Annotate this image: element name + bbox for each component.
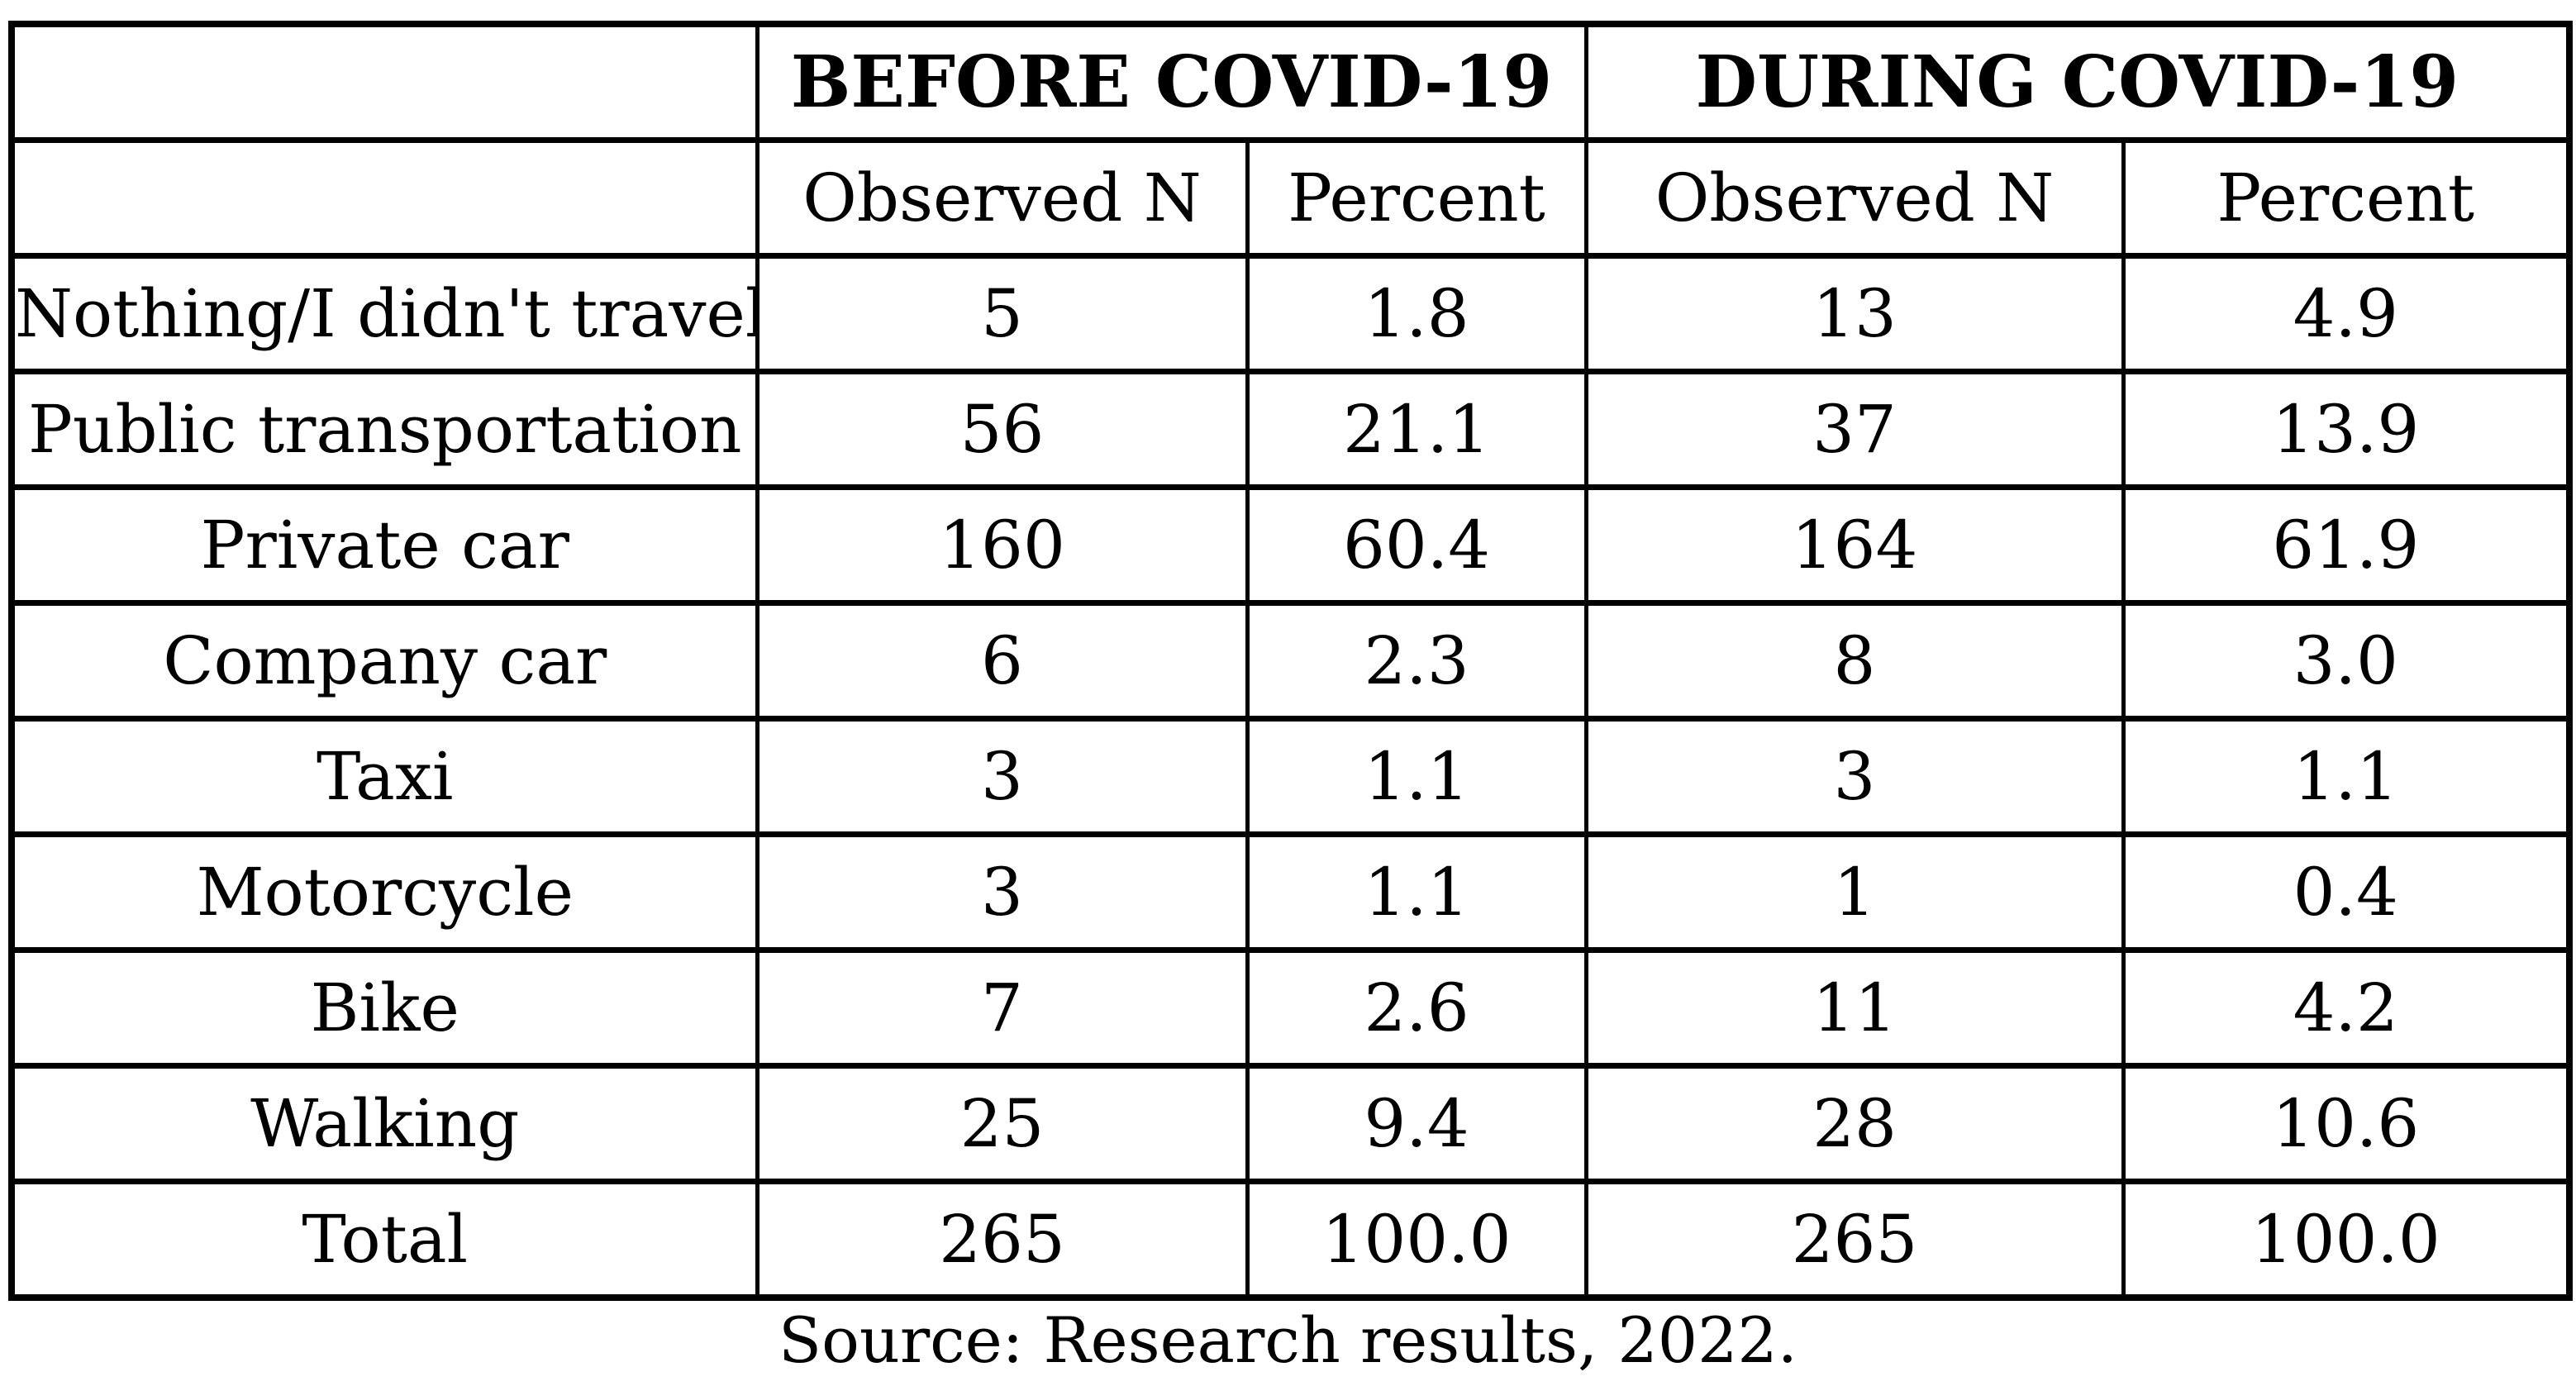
cell-during-percent: 13.9 [2121,369,2572,490]
cell-during-percent: 1.1 [2121,716,2572,837]
travel-mode-table: BEFORE COVID-19 DURING COVID-19 Observed… [8,21,2573,1301]
cell-before-percent: 1.8 [1245,253,1588,374]
cell-before-percent: 1.1 [1245,831,1588,953]
cell-before-percent: 1.1 [1245,716,1588,837]
group-header-row: BEFORE COVID-19 DURING COVID-19 [9,21,2572,143]
row-label: Bike [9,947,759,1069]
row-label: Private car [9,484,759,606]
table-row: Walking 25 9.4 28 10.6 [9,1063,2572,1184]
header-before-covid: BEFORE COVID-19 [755,21,1588,143]
cell-during-observed-n: 265 [1583,1179,2126,1301]
cell-before-percent: 21.1 [1245,369,1588,490]
cell-during-observed-n: 1 [1583,831,2126,953]
source-note: Source: Research results, 2022. [779,1303,1797,1377]
row-label: Walking [9,1063,759,1184]
cell-during-observed-n: 8 [1583,600,2126,722]
row-label: Nothing/I didn't travel [9,253,759,374]
cell-during-observed-n: 3 [1583,716,2126,837]
cell-before-observed-n: 160 [755,484,1250,606]
cell-before-observed-n: 5 [755,253,1250,374]
cell-during-percent: 3.0 [2121,600,2572,722]
cell-before-percent: 2.3 [1245,600,1588,722]
cell-before-observed-n: 265 [755,1179,1250,1301]
table-row: Nothing/I didn't travel 5 1.8 13 4.9 [9,253,2572,374]
cell-before-observed-n: 3 [755,831,1250,953]
table-row: Public transportation 56 21.1 37 13.9 [9,369,2572,490]
row-label: Motorcycle [9,831,759,953]
cell-during-observed-n: 28 [1583,1063,2126,1184]
subheader-before-observed-n: Observed N [755,137,1250,259]
cell-during-percent: 100.0 [2121,1179,2572,1301]
corner-empty-cell [9,21,759,143]
cell-before-observed-n: 3 [755,716,1250,837]
cell-during-percent: 4.9 [2121,253,2572,374]
cell-during-observed-n: 164 [1583,484,2126,606]
cell-during-observed-n: 37 [1583,369,2126,490]
table-row total-row: Total 265 100.0 265 100.0 [9,1179,2572,1301]
row-label: Company car [9,600,759,722]
subheader-during-percent: Percent [2121,137,2572,259]
header-during-covid: DURING COVID-19 [1583,21,2572,143]
sub-header-row: Observed N Percent Observed N Percent [9,137,2572,259]
table-row: Motorcycle 3 1.1 1 0.4 [9,831,2572,953]
corner-empty-cell [9,137,759,259]
cell-during-percent: 10.6 [2121,1063,2572,1184]
cell-before-observed-n: 6 [755,600,1250,722]
cell-before-percent: 60.4 [1245,484,1588,606]
table-row: Company car 6 2.3 8 3.0 [9,600,2572,722]
cell-before-percent: 100.0 [1245,1179,1588,1301]
cell-before-percent: 2.6 [1245,947,1588,1069]
subheader-during-observed-n: Observed N [1583,137,2126,259]
cell-before-percent: 9.4 [1245,1063,1588,1184]
cell-during-percent: 4.2 [2121,947,2572,1069]
cell-before-observed-n: 25 [755,1063,1250,1184]
table-row: Bike 7 2.6 11 4.2 [9,947,2572,1069]
table-row: Private car 160 60.4 164 61.9 [9,484,2572,606]
row-label: Total [9,1179,759,1301]
cell-during-observed-n: 11 [1583,947,2126,1069]
cell-during-percent: 61.9 [2121,484,2572,606]
row-label: Public transportation [9,369,759,490]
row-label: Taxi [9,716,759,837]
cell-before-observed-n: 7 [755,947,1250,1069]
table-row: Taxi 3 1.1 3 1.1 [9,716,2572,837]
cell-before-observed-n: 56 [755,369,1250,490]
cell-during-observed-n: 13 [1583,253,2126,374]
cell-during-percent: 0.4 [2121,831,2572,953]
subheader-before-percent: Percent [1245,137,1588,259]
